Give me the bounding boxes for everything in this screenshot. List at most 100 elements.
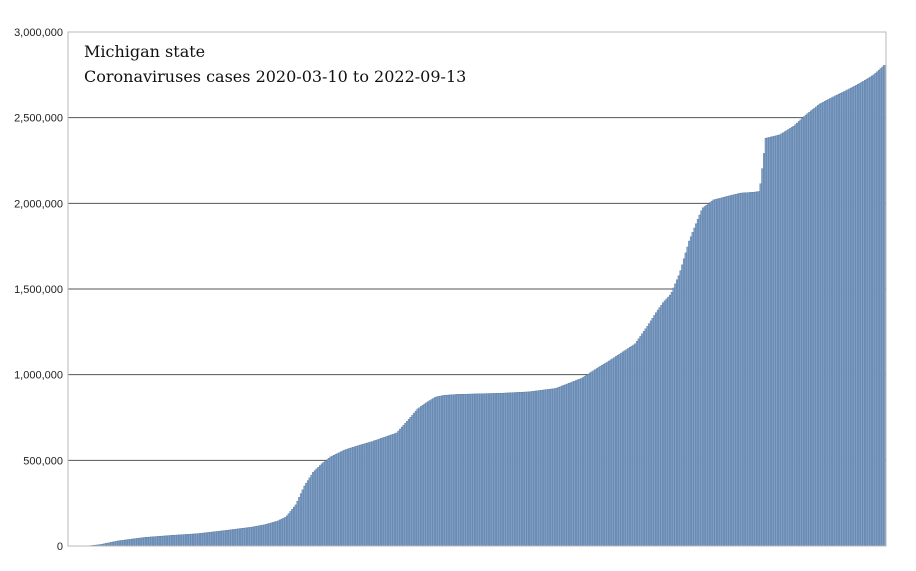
bar: [190, 533, 193, 547]
bar: [522, 391, 525, 547]
bar: [789, 128, 792, 547]
bar: [839, 93, 842, 547]
bar: [232, 529, 235, 547]
bar: [404, 422, 407, 547]
bar: [214, 531, 217, 547]
bar: [846, 89, 849, 547]
bar: [296, 500, 299, 547]
bar: [343, 449, 346, 547]
bar: [172, 535, 176, 547]
bar: [672, 287, 675, 547]
bar: [454, 394, 458, 547]
bar: [712, 199, 715, 547]
bar: [348, 448, 351, 547]
bar: [568, 383, 571, 547]
bar: [590, 371, 593, 547]
bar: [388, 435, 391, 547]
bar: [131, 538, 134, 547]
bar: [806, 113, 809, 547]
bar: [853, 85, 856, 547]
bar: [211, 531, 214, 547]
bar: [797, 121, 800, 547]
bar: [284, 517, 287, 547]
bar: [442, 395, 445, 547]
bar: [716, 198, 719, 547]
bar: [118, 540, 122, 547]
bar: [538, 390, 541, 547]
bar: [475, 393, 478, 547]
bar: [550, 388, 553, 547]
bar: [670, 291, 673, 547]
bar: [395, 432, 398, 547]
bar: [292, 506, 296, 547]
bar: [834, 95, 837, 547]
bar: [810, 110, 813, 547]
bar: [817, 105, 820, 547]
bar: [447, 394, 451, 547]
bar: [815, 106, 818, 547]
bar: [628, 347, 632, 547]
bar: [171, 535, 174, 547]
bar: [465, 393, 468, 547]
bar: [132, 538, 135, 547]
bar: [733, 194, 736, 547]
bar: [804, 114, 807, 547]
bar: [413, 412, 416, 547]
bar: [195, 533, 198, 547]
bar: [728, 195, 731, 547]
bar: [298, 497, 301, 547]
bar: [252, 526, 256, 547]
bar: [879, 68, 882, 547]
bar: [487, 393, 491, 547]
bar: [427, 401, 430, 547]
bar: [380, 438, 383, 547]
bar: [198, 533, 202, 547]
bar: [218, 531, 221, 547]
bar: [320, 463, 323, 547]
bar: [350, 447, 353, 547]
bar: [249, 527, 252, 547]
bar: [353, 446, 357, 547]
bar: [470, 393, 473, 547]
bar: [266, 523, 270, 547]
bar: [202, 532, 205, 547]
bar: [331, 455, 334, 547]
bar: [799, 119, 802, 547]
bar: [566, 383, 569, 547]
bar: [571, 381, 574, 547]
bar: [587, 373, 590, 547]
bar: [684, 252, 687, 547]
bar: [481, 393, 484, 547]
bar: [837, 93, 841, 547]
bar: [594, 369, 597, 547]
bar: [764, 138, 767, 547]
bar: [381, 437, 384, 547]
bar: [719, 197, 722, 547]
bar: [221, 530, 224, 547]
bar: [421, 405, 424, 547]
bar: [792, 126, 795, 547]
bar: [153, 536, 156, 547]
bar: [874, 73, 877, 547]
bar: [185, 534, 188, 547]
bar: [881, 66, 884, 547]
bar: [794, 124, 797, 547]
bar: [113, 541, 116, 547]
bar: [258, 525, 261, 547]
bar: [301, 489, 304, 547]
bar: [773, 135, 776, 547]
bar: [378, 438, 381, 547]
bar: [226, 529, 229, 547]
bar: [383, 437, 386, 547]
bar: [581, 377, 585, 547]
bar: [270, 522, 273, 547]
bar: [306, 480, 310, 547]
bar: [642, 331, 646, 547]
bar: [143, 537, 146, 547]
bar: [205, 532, 209, 547]
bar: [423, 403, 426, 547]
bar: [333, 455, 336, 547]
bar: [136, 538, 139, 547]
bar: [534, 390, 538, 547]
bar: [529, 391, 532, 547]
